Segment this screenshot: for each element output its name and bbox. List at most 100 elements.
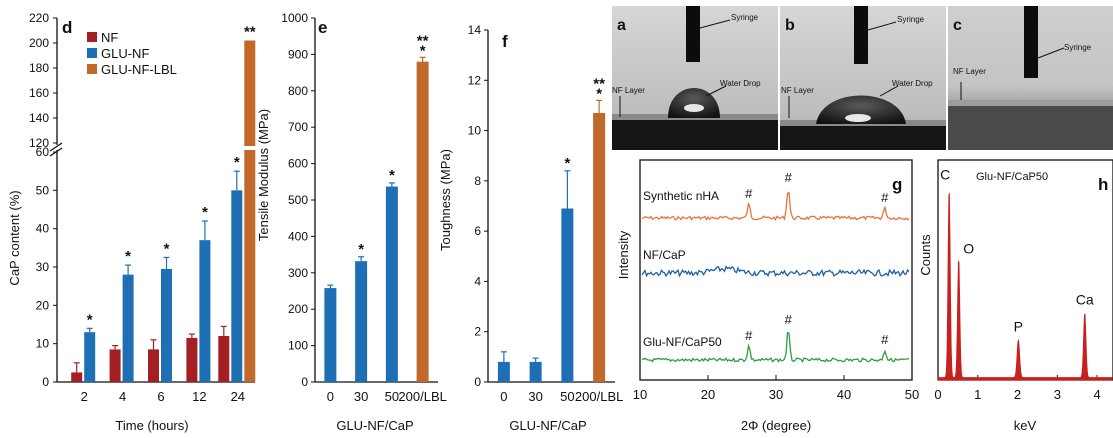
panel-g: 10 20 30 40 50 Synthetic nHA # # # NF/CaP Glu-NF/C… <box>616 159 919 433</box>
d-legend-label: NF <box>101 30 118 45</box>
e-significance-mark: * <box>389 167 395 184</box>
g-plot-area: 10 20 30 40 50 Synthetic nHA # # # NF/CaP Glu-NF/C… <box>633 170 919 402</box>
e-bar <box>385 186 398 382</box>
e-x-tick-label: 200/LBL <box>398 389 446 404</box>
panel-label-f: f <box>502 32 508 51</box>
e-y-tick-label: 300 <box>288 266 308 280</box>
h-plot-frame <box>937 159 1113 381</box>
f-y-tick-label: 14 <box>468 23 482 37</box>
d-y-tick-label: 160 <box>29 86 49 100</box>
h-x-tick-label: 4 <box>1093 387 1100 402</box>
e-y-tick-label: 200 <box>288 302 308 316</box>
d-y-axis-label: CaP content (%) <box>7 190 22 285</box>
f-bar <box>529 361 542 382</box>
d-bar <box>186 337 198 382</box>
h-spectrum <box>937 192 1113 381</box>
d-bar <box>218 336 230 382</box>
d-y-tick-label: 120 <box>29 136 49 150</box>
panel-h: 0 1 2 3 4 C O P Ca h Glu-NF/CaP50 Counts keV <box>918 159 1113 433</box>
e-y-tick-label: 100 <box>288 339 308 353</box>
e-y-tick-label: 600 <box>288 157 308 171</box>
g-x-tick-label: 20 <box>701 387 715 402</box>
panel-e: 0 100 200 300 400 500 600 700 800 900 1000 0 30 * 50 * 2… <box>256 11 447 433</box>
g-peak-mark: # <box>785 312 793 327</box>
e-y-tick-label: 500 <box>288 193 308 207</box>
photo-b-contact-angle-glu-nf: b Syringe NF Layer Water Drop <box>780 6 946 150</box>
panel-label-e: e <box>318 18 327 37</box>
d-x-tick-label: 2 <box>81 389 88 404</box>
h-peak-label: P <box>1014 319 1023 335</box>
d-y-tick-label: 20 <box>36 298 50 312</box>
d-significance-mark: * <box>125 248 131 265</box>
f-y-tick-label: 6 <box>474 224 481 238</box>
panel-label-b: b <box>785 17 795 34</box>
f-bar <box>497 361 510 382</box>
h-peak-label: C <box>940 167 950 183</box>
e-x-axis-label: GLU-NF/CaP <box>336 418 413 433</box>
d-y-tick-label: 220 <box>29 11 49 25</box>
e-y-tick-label: 1000 <box>281 11 308 25</box>
g-peak-mark: # <box>745 186 753 201</box>
e-y-tick-label: 400 <box>288 229 308 243</box>
g-x-axis-label: 2Φ (degree) <box>741 418 811 433</box>
d-bar <box>244 40 256 382</box>
d-x-tick-label: 6 <box>157 389 164 404</box>
g-series-label: Synthetic nHA <box>643 189 719 203</box>
e-x-tick-label: 0 <box>327 389 334 404</box>
d-legend-swatch <box>87 32 97 42</box>
f-y-tick-label: 2 <box>474 325 481 339</box>
g-x-tick-label: 40 <box>837 387 851 402</box>
syringe-label-a: Syringe <box>731 13 759 22</box>
d-bar <box>231 190 243 382</box>
d-significance-mark: ** <box>244 24 256 41</box>
g-peak-mark: # <box>881 332 889 347</box>
f-y-tick-label: 8 <box>474 174 481 188</box>
d-legend-swatch <box>87 64 97 74</box>
e-y-axis-label: Tensile Modulus (MPa) <box>256 109 271 241</box>
panel-label-d: d <box>62 18 72 37</box>
h-x-tick-label: 2 <box>1014 387 1021 402</box>
f-y-tick-label: 10 <box>468 124 482 138</box>
g-peak-mark: # <box>881 190 889 205</box>
d-bar <box>71 372 83 382</box>
d-bar-break <box>243 146 257 150</box>
g-x-tick-label: 10 <box>633 387 647 402</box>
g-peak-mark: # <box>745 328 753 343</box>
h-x-tick-label: 3 <box>1054 387 1061 402</box>
e-plot-area: 0 100 200 300 400 500 600 700 800 900 1000 0 30 * 50 * 2… <box>281 11 447 404</box>
d-y-tick-label: 40 <box>36 222 50 236</box>
h-y-axis-label: Counts <box>918 234 933 276</box>
e-significance-mark: ** <box>417 32 429 49</box>
d-significance-mark: * <box>164 240 170 257</box>
d-significance-mark: * <box>234 154 240 171</box>
e-y-tick-label: 800 <box>288 84 308 98</box>
e-bar <box>416 61 429 383</box>
h-title: Glu-NF/CaP50 <box>976 171 1048 183</box>
f-x-axis-label: GLU-NF/CaP <box>509 418 586 433</box>
nf-layer-label-c: NF Layer <box>953 67 986 76</box>
water-drop-b <box>816 95 906 124</box>
d-y-tick-label: 180 <box>29 61 49 75</box>
f-x-tick-label: 30 <box>528 389 542 404</box>
g-series-line <box>641 265 910 278</box>
f-significance-mark: * <box>596 85 602 102</box>
d-y-tick-label: 140 <box>29 111 49 125</box>
g-series-line <box>641 191 910 221</box>
e-x-tick-label: 50 <box>385 389 399 404</box>
d-bar <box>122 274 134 382</box>
d-legend-label: GLU-NF <box>101 46 149 61</box>
d-bar <box>84 332 96 382</box>
water-drop-label-b: Water Drop <box>892 79 933 88</box>
d-x-axis-label: Time (hours) <box>115 418 188 433</box>
d-y-tick-label: 30 <box>36 260 50 274</box>
panel-label-a: a <box>617 17 626 34</box>
water-drop-label-a: Water Drop <box>720 79 761 88</box>
g-series-line <box>641 331 909 364</box>
f-significance-mark: ** <box>593 75 605 92</box>
e-y-tick-label: 700 <box>288 120 308 134</box>
h-x-tick-label: 0 <box>934 387 941 402</box>
